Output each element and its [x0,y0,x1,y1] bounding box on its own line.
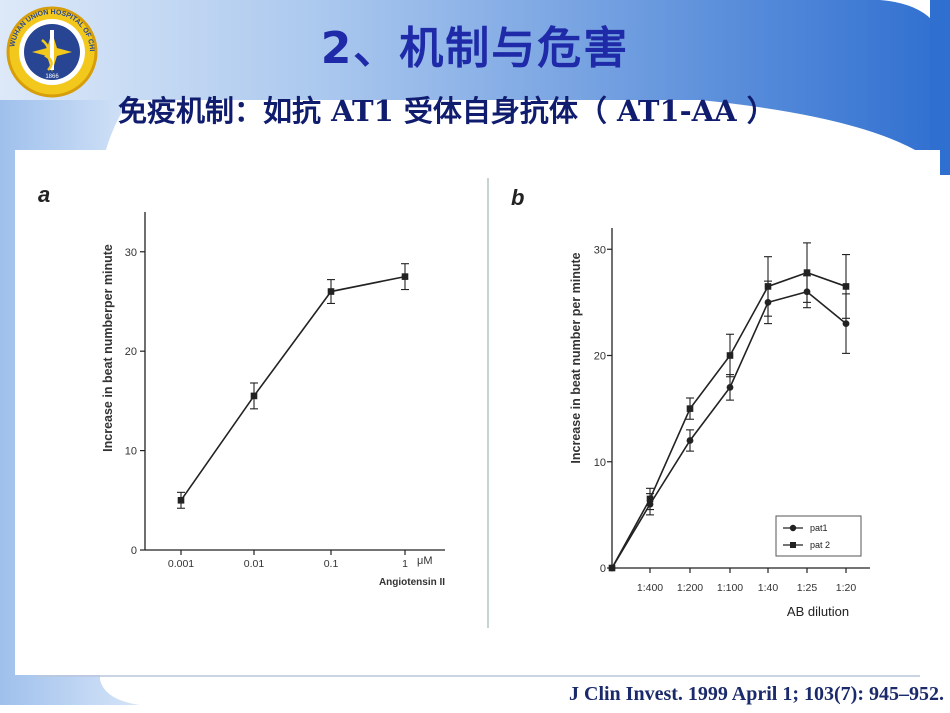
slide-title: 2、机制与危害 [320,23,630,74]
header-band [0,0,948,175]
chart-b-point [842,283,850,290]
chart-b-x-tick-label: 1:100 [717,582,743,594]
chart-a-y-tick-label: 10 [125,446,137,458]
chart-a-x-tick-label: 0.1 [324,558,339,570]
chart-b-legend: pat1 pat 2 [775,515,862,557]
chart-b-x-axis-label: AB dilution [787,604,849,619]
panel-b-label: b [511,185,524,210]
legend-pat2-label: pat 2 [810,540,830,550]
chart-a-series-0-line [180,275,406,501]
chart-b-point [726,383,734,391]
chart-b-point [803,269,811,276]
chart-b-point [726,352,734,359]
chart-b-y-tick-label: 10 [594,457,606,469]
right-stripe [930,0,950,175]
chart-a-y-tick-label: 20 [125,346,137,358]
chart-b-x-tick-label: 1:20 [836,582,857,594]
chart-b-y-tick-label: 30 [594,244,606,256]
chart-b-point [608,564,616,572]
chart-a-x-tick-label: 0.01 [244,558,265,570]
chart-a-point [177,496,185,504]
chart-b-x-tick-label: 1:200 [677,582,703,594]
slide-subtitle: 免疫机制：如抗 AT1 受体自身抗体（ AT1-AA ） [118,94,776,128]
chart-a-y-axis-label: Increase in beat numberper minute [101,244,115,452]
logo-year: 1866 [45,74,59,80]
hospital-logo: 1866 WUHAN UNION HOSPITAL OF CHINA [6,6,98,98]
chart-a-y-tick-label: 0 [131,545,137,557]
legend-pat1-marker [789,524,797,532]
chart-b-point [842,320,850,328]
legend-pat1-label: pat1 [810,523,828,533]
chart-a-point [250,392,258,400]
chart-b-x-tick-label: 1:400 [637,582,663,594]
chart-b-point [764,283,772,290]
chart-b-y-axis-label: Increase in beat number per minute [569,252,583,463]
chart-a-point [401,273,409,280]
chart-b-y-tick-label: 20 [594,351,606,363]
chart-b-y-tick-label: 0 [600,563,606,575]
chart-a-x-tick-label: 0.001 [168,558,194,570]
chart-a-point [327,288,335,295]
chart-a-y-tick-label: 30 [125,247,137,259]
chart-a: a Increase in beat numberper minute Angi… [38,182,445,588]
chart-b-point [646,495,654,503]
legend-pat2-marker [790,542,796,548]
citation: J Clin Invest. 1999 April 1; 103(7): 945… [569,683,944,705]
chart-a-x-axis-label: Angiotensin II [379,577,445,588]
chart-b-x-tick-label: 1:25 [797,582,818,594]
chart-a-x-tick-label: 1 [402,558,408,570]
panel-a-label: a [38,182,50,207]
chart-a-x-unit: μM [417,555,433,567]
chart-b-point [686,405,694,412]
chart-b-point [686,437,694,444]
chart-b-x-tick-label: 1:40 [758,582,779,594]
chart-b: b Increase in beat number per minute AB … [511,185,870,619]
content-panel [15,150,940,675]
